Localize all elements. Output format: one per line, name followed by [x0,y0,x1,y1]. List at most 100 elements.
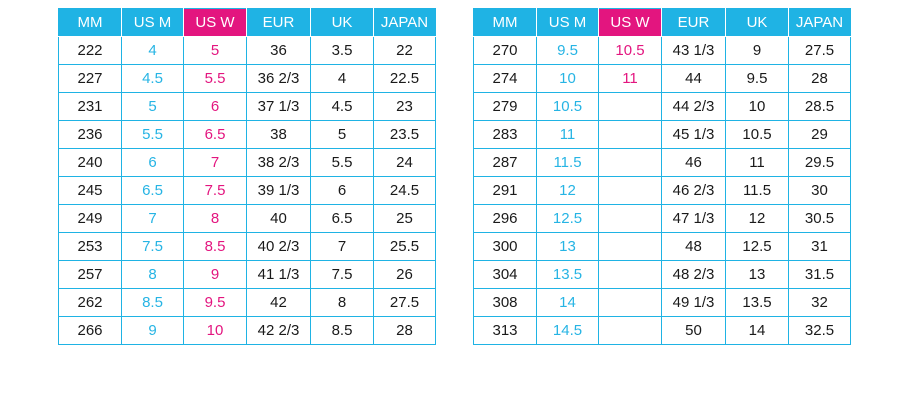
cell-us-m: 12.5 [536,204,599,233]
cell-japan: 23 [373,92,436,121]
cell-japan: 29 [788,120,851,149]
table-row: 253 7.5 8.5 40 2/3 7 25.5 [58,232,436,261]
cell-us-w [598,232,662,261]
table-row: 287 11.5 46 11 29.5 [473,148,851,177]
cell-mm: 249 [58,204,122,233]
cell-us-m: 13.5 [536,260,599,289]
cell-uk: 14 [725,316,789,345]
cell-uk: 6 [310,176,374,205]
cell-eur: 38 2/3 [246,148,311,177]
cell-uk: 4.5 [310,92,374,121]
cell-us-m: 14.5 [536,316,599,345]
cell-us-m: 14 [536,288,599,317]
cell-mm: 274 [473,64,537,93]
cell-us-m: 12 [536,176,599,205]
header-eur: EUR [246,8,311,37]
cell-us-w: 6 [183,92,247,121]
table-row: 236 5.5 6.5 38 5 23.5 [58,120,436,149]
table-row: 274 10 11 44 9.5 28 [473,64,851,93]
cell-us-w [598,148,662,177]
cell-eur: 46 [661,148,726,177]
cell-eur: 39 1/3 [246,176,311,205]
cell-uk: 9.5 [725,64,789,93]
size-table-left-header: MM US M US W EUR UK JAPAN [58,8,436,37]
cell-us-w: 7 [183,148,247,177]
cell-eur: 42 2/3 [246,316,311,345]
cell-japan: 22 [373,36,436,65]
table-row: 240 6 7 38 2/3 5.5 24 [58,148,436,177]
cell-us-w: 10.5 [598,36,662,65]
cell-mm: 266 [58,316,122,345]
table-row: 283 11 45 1/3 10.5 29 [473,120,851,149]
cell-eur: 40 2/3 [246,232,311,261]
cell-eur: 44 2/3 [661,92,726,121]
cell-us-m: 9 [121,316,184,345]
cell-japan: 27.5 [788,36,851,65]
cell-japan: 30.5 [788,204,851,233]
table-row: 279 10.5 44 2/3 10 28.5 [473,92,851,121]
header-uk: UK [310,8,374,37]
cell-us-m: 6.5 [121,176,184,205]
cell-us-w: 9.5 [183,288,247,317]
table-row: 222 4 5 36 3.5 22 [58,36,436,65]
cell-us-w: 8.5 [183,232,247,261]
cell-japan: 28 [788,64,851,93]
cell-mm: 308 [473,288,537,317]
cell-mm: 227 [58,64,122,93]
cell-us-m: 4.5 [121,64,184,93]
header-us-m: US M [121,8,184,37]
cell-mm: 236 [58,120,122,149]
cell-us-m: 10.5 [536,92,599,121]
table-row: 300 13 48 12.5 31 [473,232,851,261]
size-table-right-body: 270 9.5 10.5 43 1/3 9 27.5 274 10 11 44 9.5 28 279 10… [473,36,851,345]
cell-japan: 30 [788,176,851,205]
table-row: 266 9 10 42 2/3 8.5 28 [58,316,436,345]
cell-us-m: 8.5 [121,288,184,317]
cell-eur: 47 1/3 [661,204,726,233]
cell-us-w: 9 [183,260,247,289]
table-row: 308 14 49 1/3 13.5 32 [473,288,851,317]
cell-eur: 46 2/3 [661,176,726,205]
cell-mm: 245 [58,176,122,205]
cell-uk: 7.5 [310,260,374,289]
cell-eur: 41 1/3 [246,260,311,289]
cell-japan: 28 [373,316,436,345]
cell-japan: 32 [788,288,851,317]
cell-us-w [598,176,662,205]
cell-us-m: 7.5 [121,232,184,261]
cell-us-w [598,260,662,289]
cell-mm: 287 [473,148,537,177]
cell-eur: 48 2/3 [661,260,726,289]
cell-us-w: 11 [598,64,662,93]
header-japan: JAPAN [373,8,436,37]
cell-eur: 50 [661,316,726,345]
cell-uk: 4 [310,64,374,93]
table-row: 262 8.5 9.5 42 8 27.5 [58,288,436,317]
cell-us-w: 5.5 [183,64,247,93]
cell-mm: 240 [58,148,122,177]
cell-mm: 291 [473,176,537,205]
header-eur: EUR [661,8,726,37]
cell-uk: 8 [310,288,374,317]
cell-mm: 313 [473,316,537,345]
cell-eur: 42 [246,288,311,317]
table-row: 270 9.5 10.5 43 1/3 9 27.5 [473,36,851,65]
cell-eur: 49 1/3 [661,288,726,317]
cell-us-m: 11 [536,120,599,149]
cell-eur: 36 2/3 [246,64,311,93]
cell-uk: 9 [725,36,789,65]
cell-us-m: 5.5 [121,120,184,149]
cell-us-m: 7 [121,204,184,233]
header-us-w: US W [183,8,247,37]
cell-uk: 11.5 [725,176,789,205]
cell-mm: 262 [58,288,122,317]
table-row: 231 5 6 37 1/3 4.5 23 [58,92,436,121]
size-table-left: MM US M US W EUR UK JAPAN 222 4 5 36 3.5 22 22… [58,8,436,345]
cell-eur: 37 1/3 [246,92,311,121]
cell-us-w: 6.5 [183,120,247,149]
cell-us-m: 6 [121,148,184,177]
cell-japan: 27.5 [373,288,436,317]
header-us-w: US W [598,8,662,37]
cell-eur: 40 [246,204,311,233]
table-row: 245 6.5 7.5 39 1/3 6 24.5 [58,176,436,205]
